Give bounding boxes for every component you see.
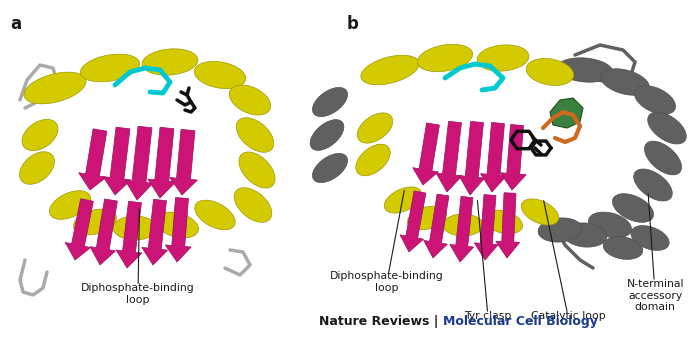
Ellipse shape bbox=[142, 49, 198, 75]
FancyArrow shape bbox=[500, 124, 526, 190]
FancyArrow shape bbox=[141, 199, 168, 265]
Ellipse shape bbox=[49, 191, 91, 219]
Ellipse shape bbox=[194, 62, 246, 89]
Text: Diphosphate-binding
loop: Diphosphate-binding loop bbox=[330, 190, 444, 293]
Ellipse shape bbox=[312, 87, 348, 117]
Ellipse shape bbox=[601, 69, 650, 95]
Ellipse shape bbox=[310, 120, 344, 150]
Ellipse shape bbox=[538, 218, 582, 242]
Polygon shape bbox=[550, 98, 583, 128]
Ellipse shape bbox=[557, 58, 613, 82]
Text: Nature Reviews |: Nature Reviews | bbox=[319, 315, 443, 328]
Text: Tyr clasp: Tyr clasp bbox=[464, 201, 512, 321]
Ellipse shape bbox=[73, 209, 116, 235]
FancyArrow shape bbox=[148, 127, 176, 198]
Ellipse shape bbox=[384, 187, 422, 213]
Ellipse shape bbox=[634, 169, 673, 201]
Ellipse shape bbox=[20, 152, 54, 184]
Ellipse shape bbox=[631, 226, 669, 250]
Ellipse shape bbox=[521, 199, 559, 225]
Ellipse shape bbox=[484, 210, 523, 234]
Text: Diphosphate-binding
loop: Diphosphate-binding loop bbox=[81, 209, 195, 305]
Ellipse shape bbox=[648, 112, 687, 144]
Text: Molecular Cell Biology: Molecular Cell Biology bbox=[443, 315, 597, 328]
FancyArrow shape bbox=[116, 201, 142, 268]
FancyArrow shape bbox=[90, 199, 117, 265]
FancyArrow shape bbox=[474, 194, 498, 260]
FancyArrow shape bbox=[125, 126, 153, 200]
FancyArrow shape bbox=[496, 193, 520, 258]
Ellipse shape bbox=[229, 85, 270, 115]
FancyArrow shape bbox=[79, 129, 107, 190]
FancyArrow shape bbox=[66, 199, 93, 260]
Ellipse shape bbox=[443, 214, 483, 236]
Text: N-terminal
accessory
domain: N-terminal accessory domain bbox=[627, 194, 684, 312]
Ellipse shape bbox=[312, 153, 348, 183]
Ellipse shape bbox=[22, 119, 58, 151]
Ellipse shape bbox=[613, 194, 654, 222]
Ellipse shape bbox=[234, 188, 272, 222]
FancyArrow shape bbox=[480, 122, 507, 192]
FancyArrow shape bbox=[436, 121, 462, 192]
Ellipse shape bbox=[113, 216, 157, 240]
Ellipse shape bbox=[236, 118, 274, 152]
FancyArrow shape bbox=[165, 198, 191, 262]
Text: Catalytic loop: Catalytic loop bbox=[530, 201, 606, 321]
Text: b: b bbox=[347, 15, 359, 33]
FancyArrow shape bbox=[424, 194, 449, 258]
Ellipse shape bbox=[634, 86, 675, 114]
Text: a: a bbox=[10, 15, 21, 33]
Ellipse shape bbox=[645, 141, 682, 175]
FancyArrow shape bbox=[413, 123, 439, 185]
Ellipse shape bbox=[80, 54, 139, 82]
FancyArrow shape bbox=[103, 127, 131, 195]
Ellipse shape bbox=[603, 237, 643, 259]
Ellipse shape bbox=[418, 44, 473, 72]
Ellipse shape bbox=[356, 144, 390, 176]
Ellipse shape bbox=[477, 45, 529, 71]
Ellipse shape bbox=[155, 212, 199, 238]
Ellipse shape bbox=[24, 72, 86, 104]
FancyArrow shape bbox=[400, 191, 426, 252]
FancyArrow shape bbox=[169, 129, 197, 195]
Ellipse shape bbox=[194, 200, 235, 230]
Ellipse shape bbox=[588, 212, 631, 238]
Ellipse shape bbox=[239, 152, 275, 188]
FancyArrow shape bbox=[450, 197, 474, 262]
Ellipse shape bbox=[526, 58, 574, 85]
Ellipse shape bbox=[408, 206, 447, 230]
Ellipse shape bbox=[358, 113, 393, 143]
Ellipse shape bbox=[563, 223, 607, 247]
FancyArrow shape bbox=[459, 121, 484, 195]
Ellipse shape bbox=[361, 55, 419, 85]
